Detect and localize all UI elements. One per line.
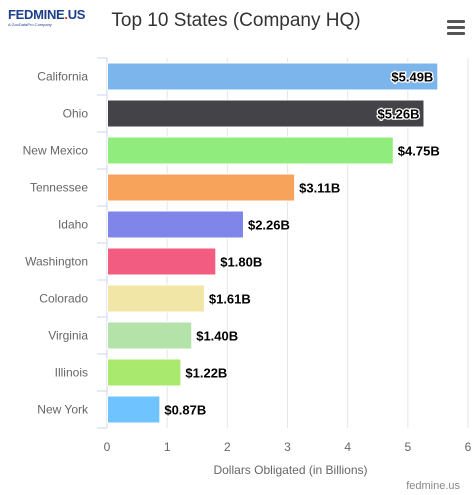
x-tick-label: 4 bbox=[344, 440, 351, 454]
data-label: $1.22B bbox=[185, 366, 227, 381]
bar-illinois bbox=[107, 358, 182, 387]
logo-tagline: A GovDataPro Company bbox=[8, 22, 52, 27]
bar-tennessee bbox=[107, 173, 296, 202]
y-category-label: Ohio bbox=[63, 107, 89, 121]
y-category-label: Idaho bbox=[58, 218, 88, 232]
y-category-label: Virginia bbox=[48, 329, 88, 343]
bar-new-mexico bbox=[107, 136, 394, 165]
bar-virginia bbox=[107, 321, 193, 350]
data-label: $1.80B bbox=[220, 255, 262, 270]
credit-text: fedmine.us bbox=[406, 480, 460, 492]
bar-washington bbox=[107, 247, 217, 276]
data-label: $1.40B bbox=[196, 329, 238, 344]
x-tick-label: 1 bbox=[164, 440, 171, 454]
x-tick-label: 0 bbox=[104, 440, 111, 454]
bar-ohio bbox=[107, 99, 425, 128]
hamburger-menu-icon[interactable] bbox=[446, 18, 466, 38]
fedmine-logo: FEDMINE.US A GovDataPro Company bbox=[8, 8, 85, 27]
y-category-label: Washington bbox=[25, 255, 88, 269]
bar-idaho bbox=[107, 210, 244, 239]
data-label: $0.87B bbox=[164, 403, 206, 418]
x-tick-label: 2 bbox=[224, 440, 231, 454]
y-category-label: New York bbox=[37, 403, 89, 417]
y-category-label: California bbox=[37, 70, 88, 84]
bar-colorado bbox=[107, 284, 205, 313]
chart-title: Top 10 States (Company HQ) bbox=[111, 10, 361, 31]
data-label: $3.11B bbox=[299, 181, 340, 196]
x-tick-label: 5 bbox=[404, 440, 411, 454]
data-label: $5.49B bbox=[391, 70, 433, 85]
data-label: $4.75B bbox=[398, 144, 440, 159]
data-label: $1.61B bbox=[209, 292, 251, 307]
y-category-label: Colorado bbox=[39, 292, 88, 306]
y-category-label: Illinois bbox=[55, 366, 88, 380]
y-category-label: New Mexico bbox=[23, 144, 89, 158]
bar-new-york bbox=[107, 395, 161, 424]
x-tick-label: 3 bbox=[284, 440, 291, 454]
data-label: $2.26B bbox=[248, 218, 290, 233]
logo-text: FEDMINE.US bbox=[8, 7, 86, 22]
y-category-label: Tennessee bbox=[30, 181, 88, 195]
data-label: $5.26B bbox=[378, 107, 420, 122]
bar-california bbox=[107, 62, 439, 91]
x-tick-label: 6 bbox=[465, 440, 472, 454]
x-axis-title: Dollars Obligated (in Billions) bbox=[213, 463, 367, 477]
